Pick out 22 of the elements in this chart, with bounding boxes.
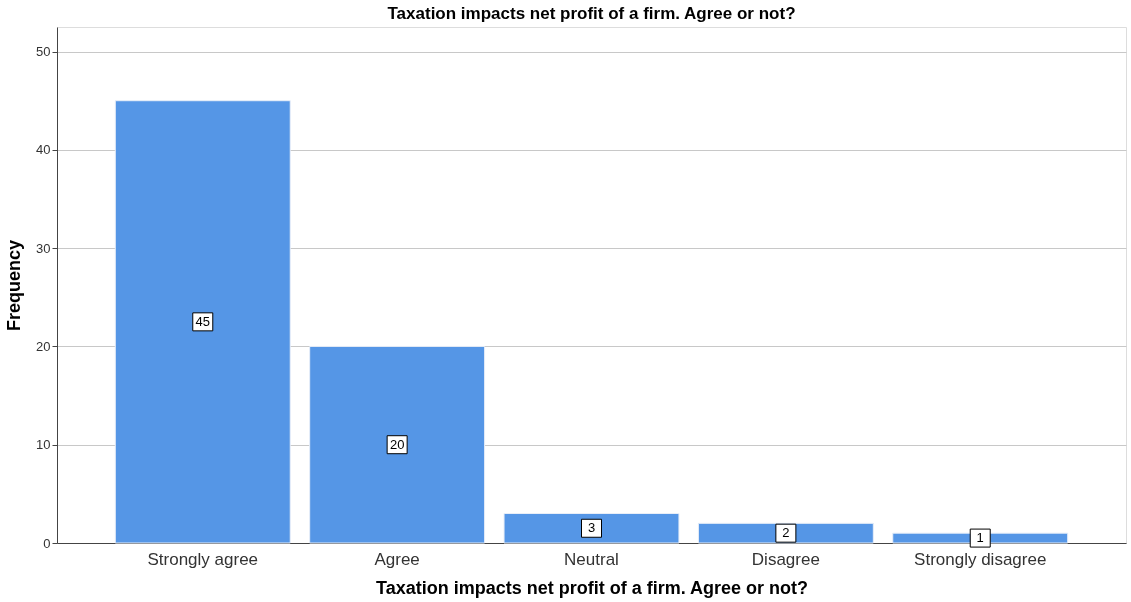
bar (114, 100, 291, 544)
data-label: 2 (782, 525, 790, 541)
data-label: 20 (389, 436, 405, 452)
y-tick-label: 20 (36, 338, 51, 354)
data-label: 1 (976, 530, 984, 546)
data-label: 3 (587, 520, 596, 536)
y-tick-label: 30 (36, 240, 51, 256)
x-tick-label: Agree (374, 549, 420, 569)
y-tick-label: 0 (43, 535, 51, 551)
x-tick-label: Strongly disagree (914, 549, 1047, 569)
y-axis-title: Frequency (4, 239, 25, 332)
bar (309, 345, 486, 544)
x-tick-label: Disagree (751, 549, 820, 569)
data-label: 45 (195, 313, 211, 329)
y-tick-label: 10 (36, 437, 51, 453)
x-tick-label: Neutral (564, 549, 619, 569)
bar (503, 513, 680, 544)
x-axis-title: Taxation impacts net profit of a firm. Agree or not? (375, 577, 809, 598)
x-tick-label: Strongly agree (147, 549, 259, 569)
y-tick-label: 40 (36, 142, 51, 158)
chart-title: Taxation impacts net profit of a firm. Agree or not? (387, 4, 796, 23)
y-tick-label: 50 (36, 44, 51, 60)
